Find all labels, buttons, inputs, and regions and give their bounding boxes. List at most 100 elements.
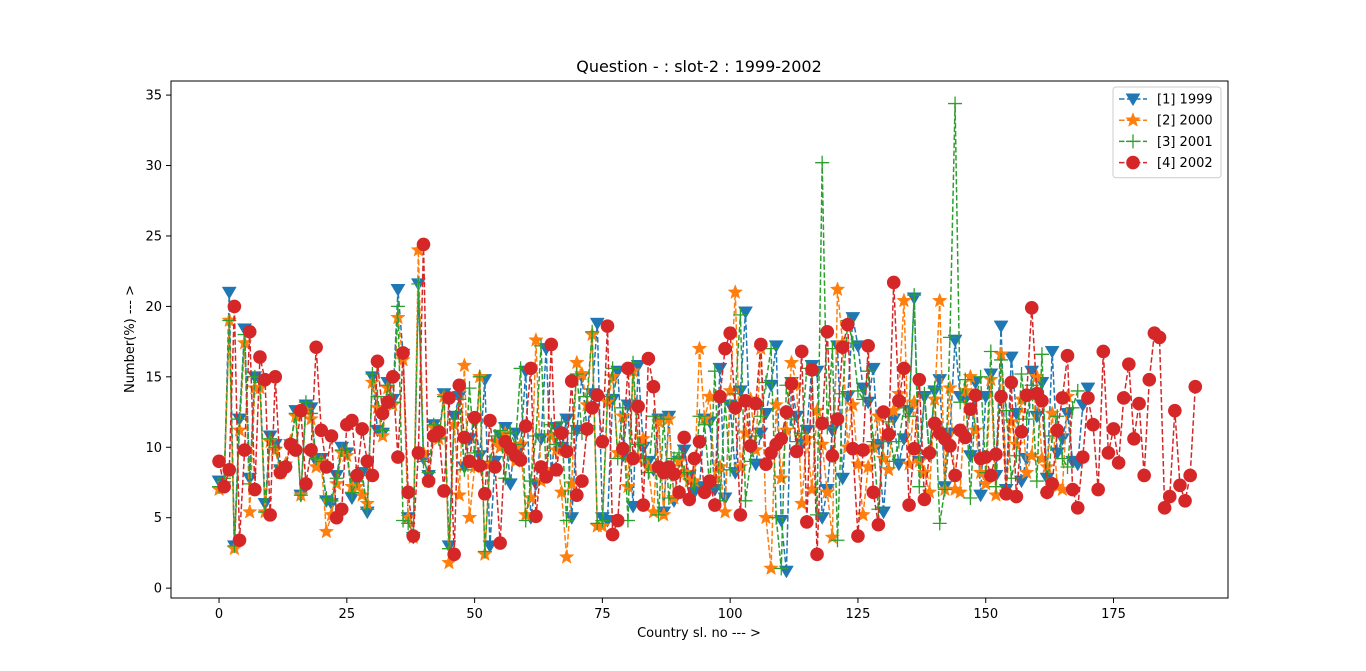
data-point [743, 439, 758, 453]
data-point [1003, 351, 1019, 365]
data-point [753, 409, 768, 424]
data-point [814, 436, 830, 452]
data-point [232, 533, 247, 548]
data-point [661, 490, 676, 505]
data-point [1091, 482, 1105, 497]
data-point [1014, 367, 1029, 382]
data-point [1070, 501, 1085, 515]
data-point [881, 427, 896, 442]
data-point [851, 529, 865, 543]
data-point [819, 484, 836, 499]
data-point [697, 485, 712, 500]
data-point [375, 406, 390, 421]
data-point [528, 331, 544, 347]
data-point [1086, 417, 1100, 432]
y-tick-label: 0 [154, 582, 162, 597]
data-point [932, 516, 947, 531]
data-point [386, 370, 400, 384]
data-point [768, 396, 784, 412]
data-point [1142, 372, 1157, 387]
data-point [390, 283, 406, 297]
chart-title: Question - : slot-2 : 1999-2002 [576, 57, 822, 76]
data-point [456, 357, 473, 373]
data-point [544, 417, 559, 432]
x-tick-label: 125 [846, 607, 871, 622]
axis-ticks: 0 25 50 75 100 125 150 175 0 5 10 15 20 25 30 35 [145, 89, 1125, 622]
data-point [263, 431, 278, 446]
data-point [636, 498, 651, 512]
data-point [319, 460, 334, 474]
data-point [217, 479, 231, 494]
data-point [713, 389, 727, 404]
data-point [810, 507, 825, 522]
data-point [355, 422, 369, 436]
data-point [1178, 493, 1192, 508]
data-point [682, 492, 697, 507]
data-point [732, 458, 749, 474]
data-point [994, 389, 1008, 404]
data-point [221, 286, 237, 300]
data-point [968, 388, 983, 402]
data-point [1004, 375, 1019, 390]
data-point [1019, 388, 1034, 402]
data-point [1019, 412, 1034, 427]
data-point [651, 507, 666, 522]
data-point [1137, 468, 1151, 483]
data-point [1081, 391, 1095, 405]
data-point [855, 506, 871, 522]
data-point [1076, 450, 1090, 464]
data-point [1106, 422, 1121, 436]
series-4 [212, 237, 1203, 562]
data-point [687, 451, 702, 466]
data-point [248, 482, 262, 497]
y-tick-label: 35 [145, 89, 162, 104]
legend-label: [4] 2002 [1157, 156, 1213, 171]
data-point [1009, 489, 1024, 504]
data-point [677, 430, 691, 445]
data-point [610, 451, 625, 466]
legend-label: [1] 1999 [1157, 93, 1213, 108]
data-point [708, 498, 722, 512]
legend-item: [2] 2000 [1119, 112, 1213, 129]
data-point [518, 419, 533, 433]
data-point [212, 454, 226, 469]
data-point [360, 502, 375, 517]
data-point [258, 372, 272, 387]
data-point [738, 306, 753, 320]
data-point [416, 237, 431, 252]
data-point [774, 561, 789, 576]
data-point [922, 446, 937, 460]
data-point [907, 441, 921, 456]
data-point [237, 443, 252, 457]
data-point [784, 377, 799, 391]
x-tick-label: 50 [466, 607, 483, 622]
data-point [692, 409, 707, 424]
data-point [493, 536, 507, 550]
data-point [973, 369, 988, 384]
data-point [794, 344, 809, 359]
data-point [595, 434, 610, 449]
data-point [948, 468, 962, 483]
data-point [553, 484, 570, 499]
data-point [1050, 409, 1065, 424]
data-point [805, 362, 819, 377]
data-point [1055, 391, 1070, 405]
data-point [886, 275, 901, 290]
data-point [1023, 447, 1040, 463]
data-point [477, 544, 492, 559]
data-point [472, 458, 487, 473]
data-point [810, 547, 824, 562]
data-point [513, 453, 528, 467]
x-tick-label: 0 [215, 607, 223, 622]
data-point [1127, 432, 1141, 446]
data-point [549, 437, 564, 452]
data-point [897, 361, 911, 376]
data-point [769, 510, 784, 525]
data-point [570, 488, 584, 502]
data-point [779, 405, 794, 419]
data-point [983, 344, 998, 359]
data-point [835, 386, 850, 401]
data-point [558, 548, 575, 564]
legend-marker [1125, 93, 1141, 107]
data-point [421, 474, 436, 488]
